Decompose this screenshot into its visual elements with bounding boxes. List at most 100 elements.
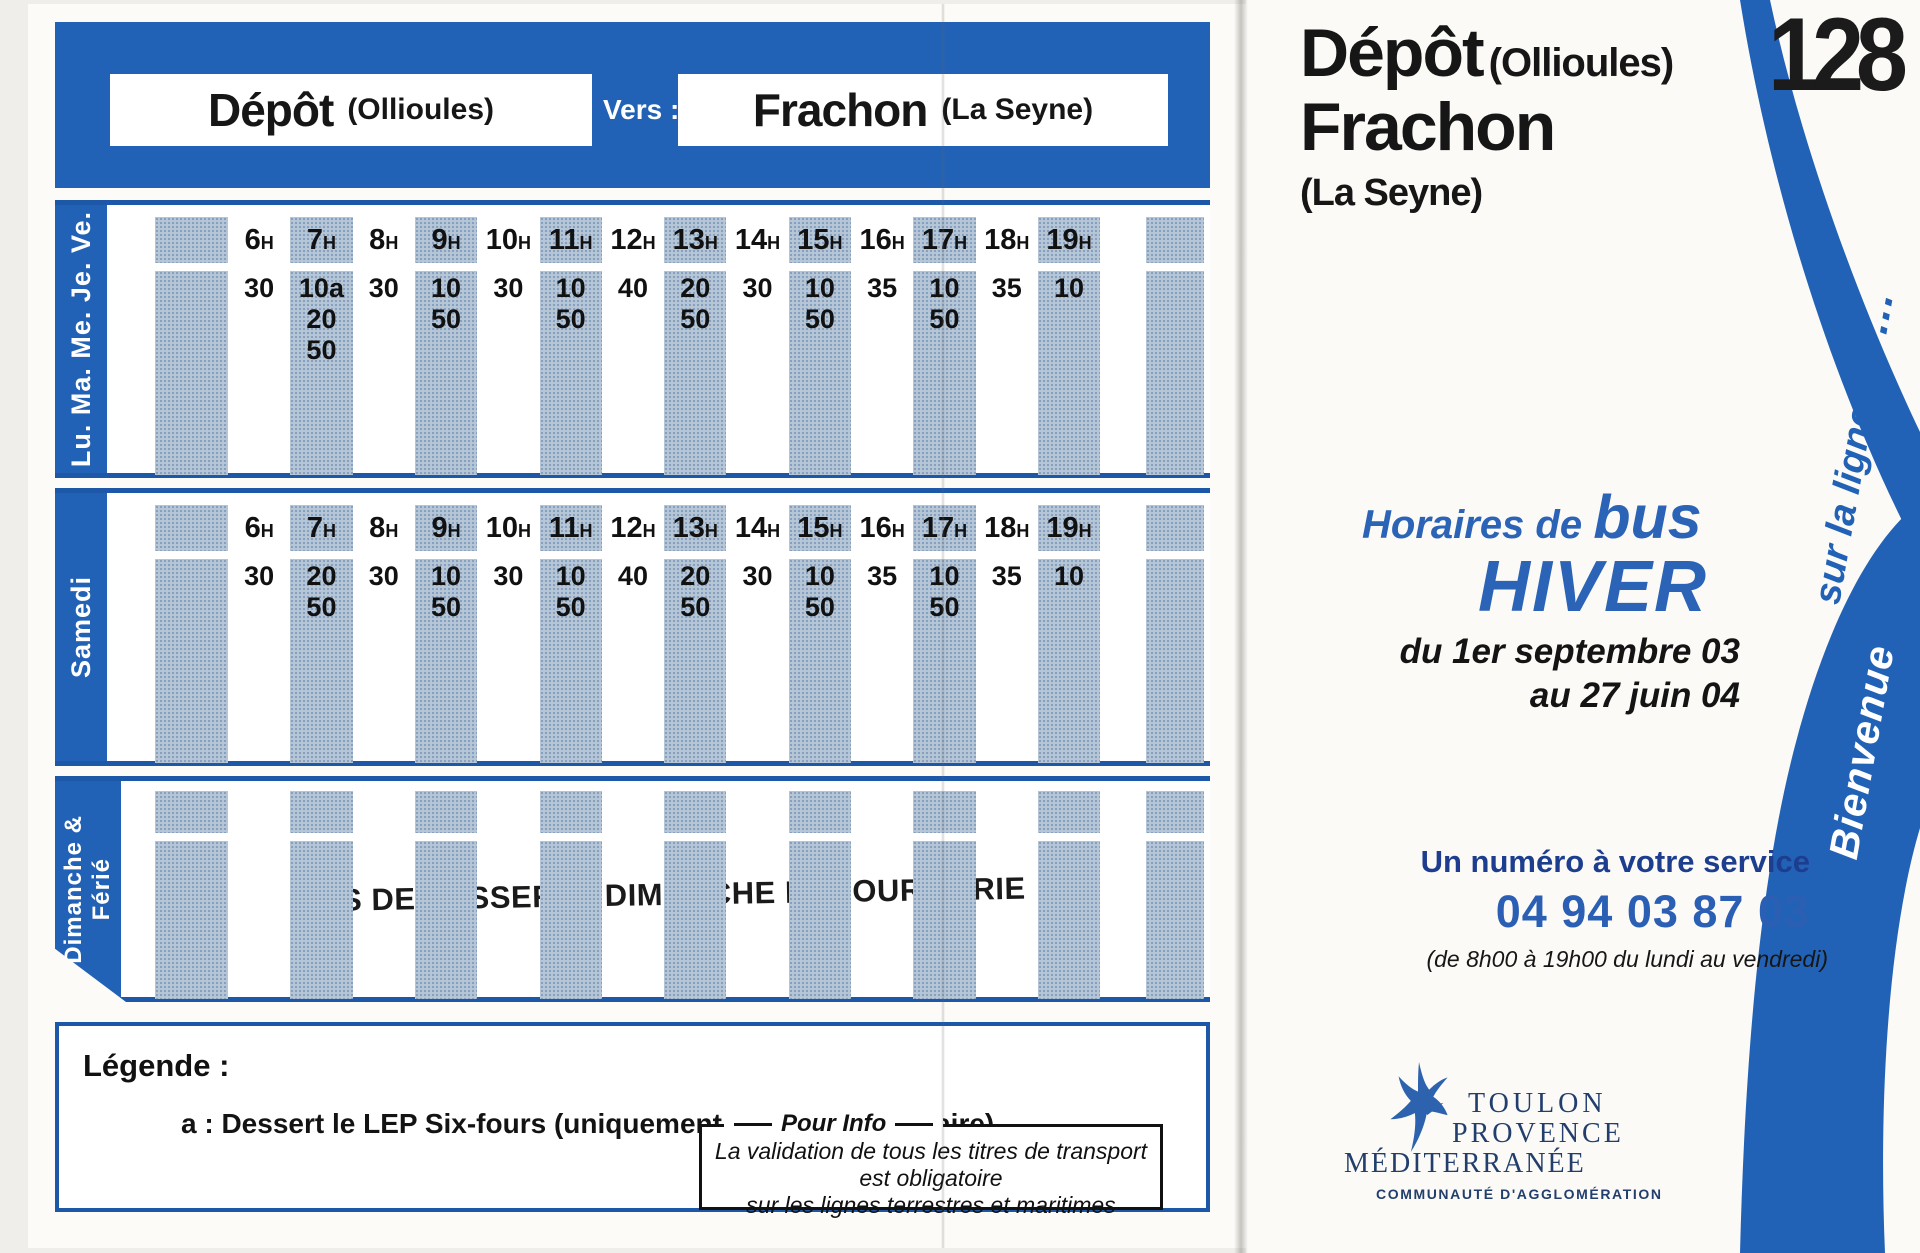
hour-header: 10 H — [485, 223, 531, 256]
schedule-type-bus: bus — [1593, 483, 1702, 551]
minutes-cell: 35 — [976, 273, 1038, 304]
departure-minute: 50 — [680, 304, 711, 334]
schedule-type-prefix: Horaires de — [1362, 503, 1594, 547]
timetable-shaded-column — [664, 841, 727, 999]
timetable-sunday-holiday: Dimanche & Férié PAS DE DESSERTE DIMANCH… — [55, 776, 1210, 1002]
hour-header: 10 H — [485, 511, 531, 544]
hour-header: 16 H — [859, 511, 905, 544]
departure-minute: 50 — [306, 592, 337, 622]
departure-minute: 30 — [244, 561, 275, 591]
timetable-shaded-column — [155, 217, 228, 263]
swoosh-upper-band — [1740, 0, 1920, 556]
route-number: 128 — [1768, 0, 1908, 113]
timetable-shaded-column — [155, 791, 228, 833]
origin-stop-name: Dépôt — [207, 84, 334, 136]
timetable-shaded-column — [913, 559, 976, 763]
departure-minute: 50 — [913, 592, 975, 623]
logo-provence: PROVENCE — [1452, 1118, 1624, 1149]
timetable-shaded-column — [913, 505, 976, 551]
timetable-shaded-column — [788, 217, 851, 263]
timetable-shaded-column — [539, 791, 602, 833]
right-title-destination-city: (La Seyne) — [1300, 172, 1483, 214]
timetable-shaded-column — [414, 217, 478, 263]
departure-minute: 50 — [555, 592, 586, 622]
season-name: HIVER — [1478, 547, 1709, 627]
blue-ribbon-swoosh — [1740, 0, 1920, 1253]
minutes-cell: 30 — [726, 273, 788, 304]
departure-minute: 20 — [306, 304, 337, 334]
minutes-cell: 20 50 — [664, 273, 726, 335]
timetable-shaded-column — [155, 271, 228, 475]
hour-header: 18 H — [984, 511, 1030, 544]
departure-minute: 30 — [742, 273, 773, 303]
minutes-cell: 20 50 — [290, 561, 352, 623]
timetable-shaded-column — [414, 841, 478, 999]
departure-minute: 30 — [742, 561, 773, 591]
minutes-cell: 30 — [726, 561, 788, 592]
timetable-shaded-column — [1146, 271, 1204, 475]
info-line-1: La validation de tous les titres de tran… — [714, 1138, 1148, 1191]
info-line-2: sur les lignes terrestres et maritimes — [746, 1192, 1116, 1218]
hour-header: 14 H — [734, 223, 781, 256]
departure-minute: 10 — [555, 561, 586, 591]
departure-minute: 20 — [306, 561, 337, 591]
destination-stop-box: Frachon (La Seyne) — [678, 74, 1168, 146]
timetable-weekdays: Lu. Ma. Me. Je. Ve. 6 H 30 7 H 10a 20 50 8 H 30 9 H 1… — [55, 200, 1210, 478]
departure-minute: 35 — [867, 273, 898, 303]
day-label-text: Samedi — [65, 575, 96, 679]
timetable-shaded-column — [414, 271, 478, 475]
departure-minute: 35 — [991, 273, 1022, 303]
minutes-cell: 40 — [602, 273, 664, 304]
departure-minute: 50 — [804, 304, 835, 334]
timetable-shaded-column — [788, 505, 851, 551]
departure-minute: 50 — [431, 304, 462, 334]
timetable-shaded-column — [788, 791, 851, 833]
hour-header: 17 H — [921, 223, 968, 256]
departure-minute: 30 — [244, 273, 275, 303]
hour-header: 12 H — [610, 223, 656, 256]
timetable-shaded-column — [1037, 841, 1101, 999]
timetable-shaded-column — [539, 505, 602, 551]
hour-header: 18 H — [984, 223, 1030, 256]
phone-service-label: Un numéro à votre service — [1420, 844, 1810, 879]
timetable-shaded-column — [1146, 217, 1204, 263]
timetable-shaded-column — [913, 841, 976, 999]
destination-stop-name: Frachon — [752, 84, 928, 136]
timetable-shaded-column — [1146, 505, 1204, 551]
timetable-shaded-column — [788, 271, 851, 475]
timetable-shaded-column — [664, 791, 727, 833]
schedule-type-line: Horaires de bus — [1362, 482, 1702, 552]
minutes-cell: 35 — [976, 561, 1038, 592]
legend-title: Légende : — [83, 1048, 230, 1083]
logo-toulon: TOULON — [1468, 1088, 1607, 1119]
day-label-saturday: Samedi — [55, 493, 107, 761]
timetable-saturday: Samedi 6 H 30 7 H 20 50 8 H 30 9 H 10 50 10 H 30 11 H 10 50 1… — [55, 488, 1210, 766]
hour-header: 13 H — [672, 223, 718, 256]
day-label-text: Lu. Ma. Me. Je. Ve. — [65, 210, 96, 468]
timetable-shaded-column — [664, 271, 727, 475]
departure-minute: 10 — [804, 561, 835, 591]
tpm-star-logo — [1390, 1062, 1448, 1152]
departure-minute: 10a — [298, 273, 344, 303]
info-box-title: Pour Info — [724, 1110, 944, 1138]
origin-stop-city: (Ollioules) — [347, 93, 494, 126]
departure-minute: 10 — [913, 561, 975, 592]
minutes-cell: 40 — [602, 561, 664, 592]
minutes-cell: 35 — [851, 273, 913, 304]
timetable-shaded-column — [539, 217, 602, 263]
timetable-shaded-column — [155, 559, 228, 763]
departure-minute: 50 — [555, 304, 586, 334]
route-header-banner: Dépôt (Ollioules) Vers : Frachon (La Sey… — [55, 22, 1210, 188]
hour-header: 19 H — [1046, 223, 1092, 256]
departure-minute: 35 — [991, 561, 1022, 591]
timetable-shaded-column — [290, 271, 353, 475]
timetable-shaded-column — [414, 505, 478, 551]
minutes-cell: 10 — [1038, 273, 1100, 304]
validity-end-date: au 27 juin 04 — [1529, 676, 1740, 715]
legend-box: Légende : a : Dessert le LEP Six-fours (… — [55, 1022, 1210, 1218]
